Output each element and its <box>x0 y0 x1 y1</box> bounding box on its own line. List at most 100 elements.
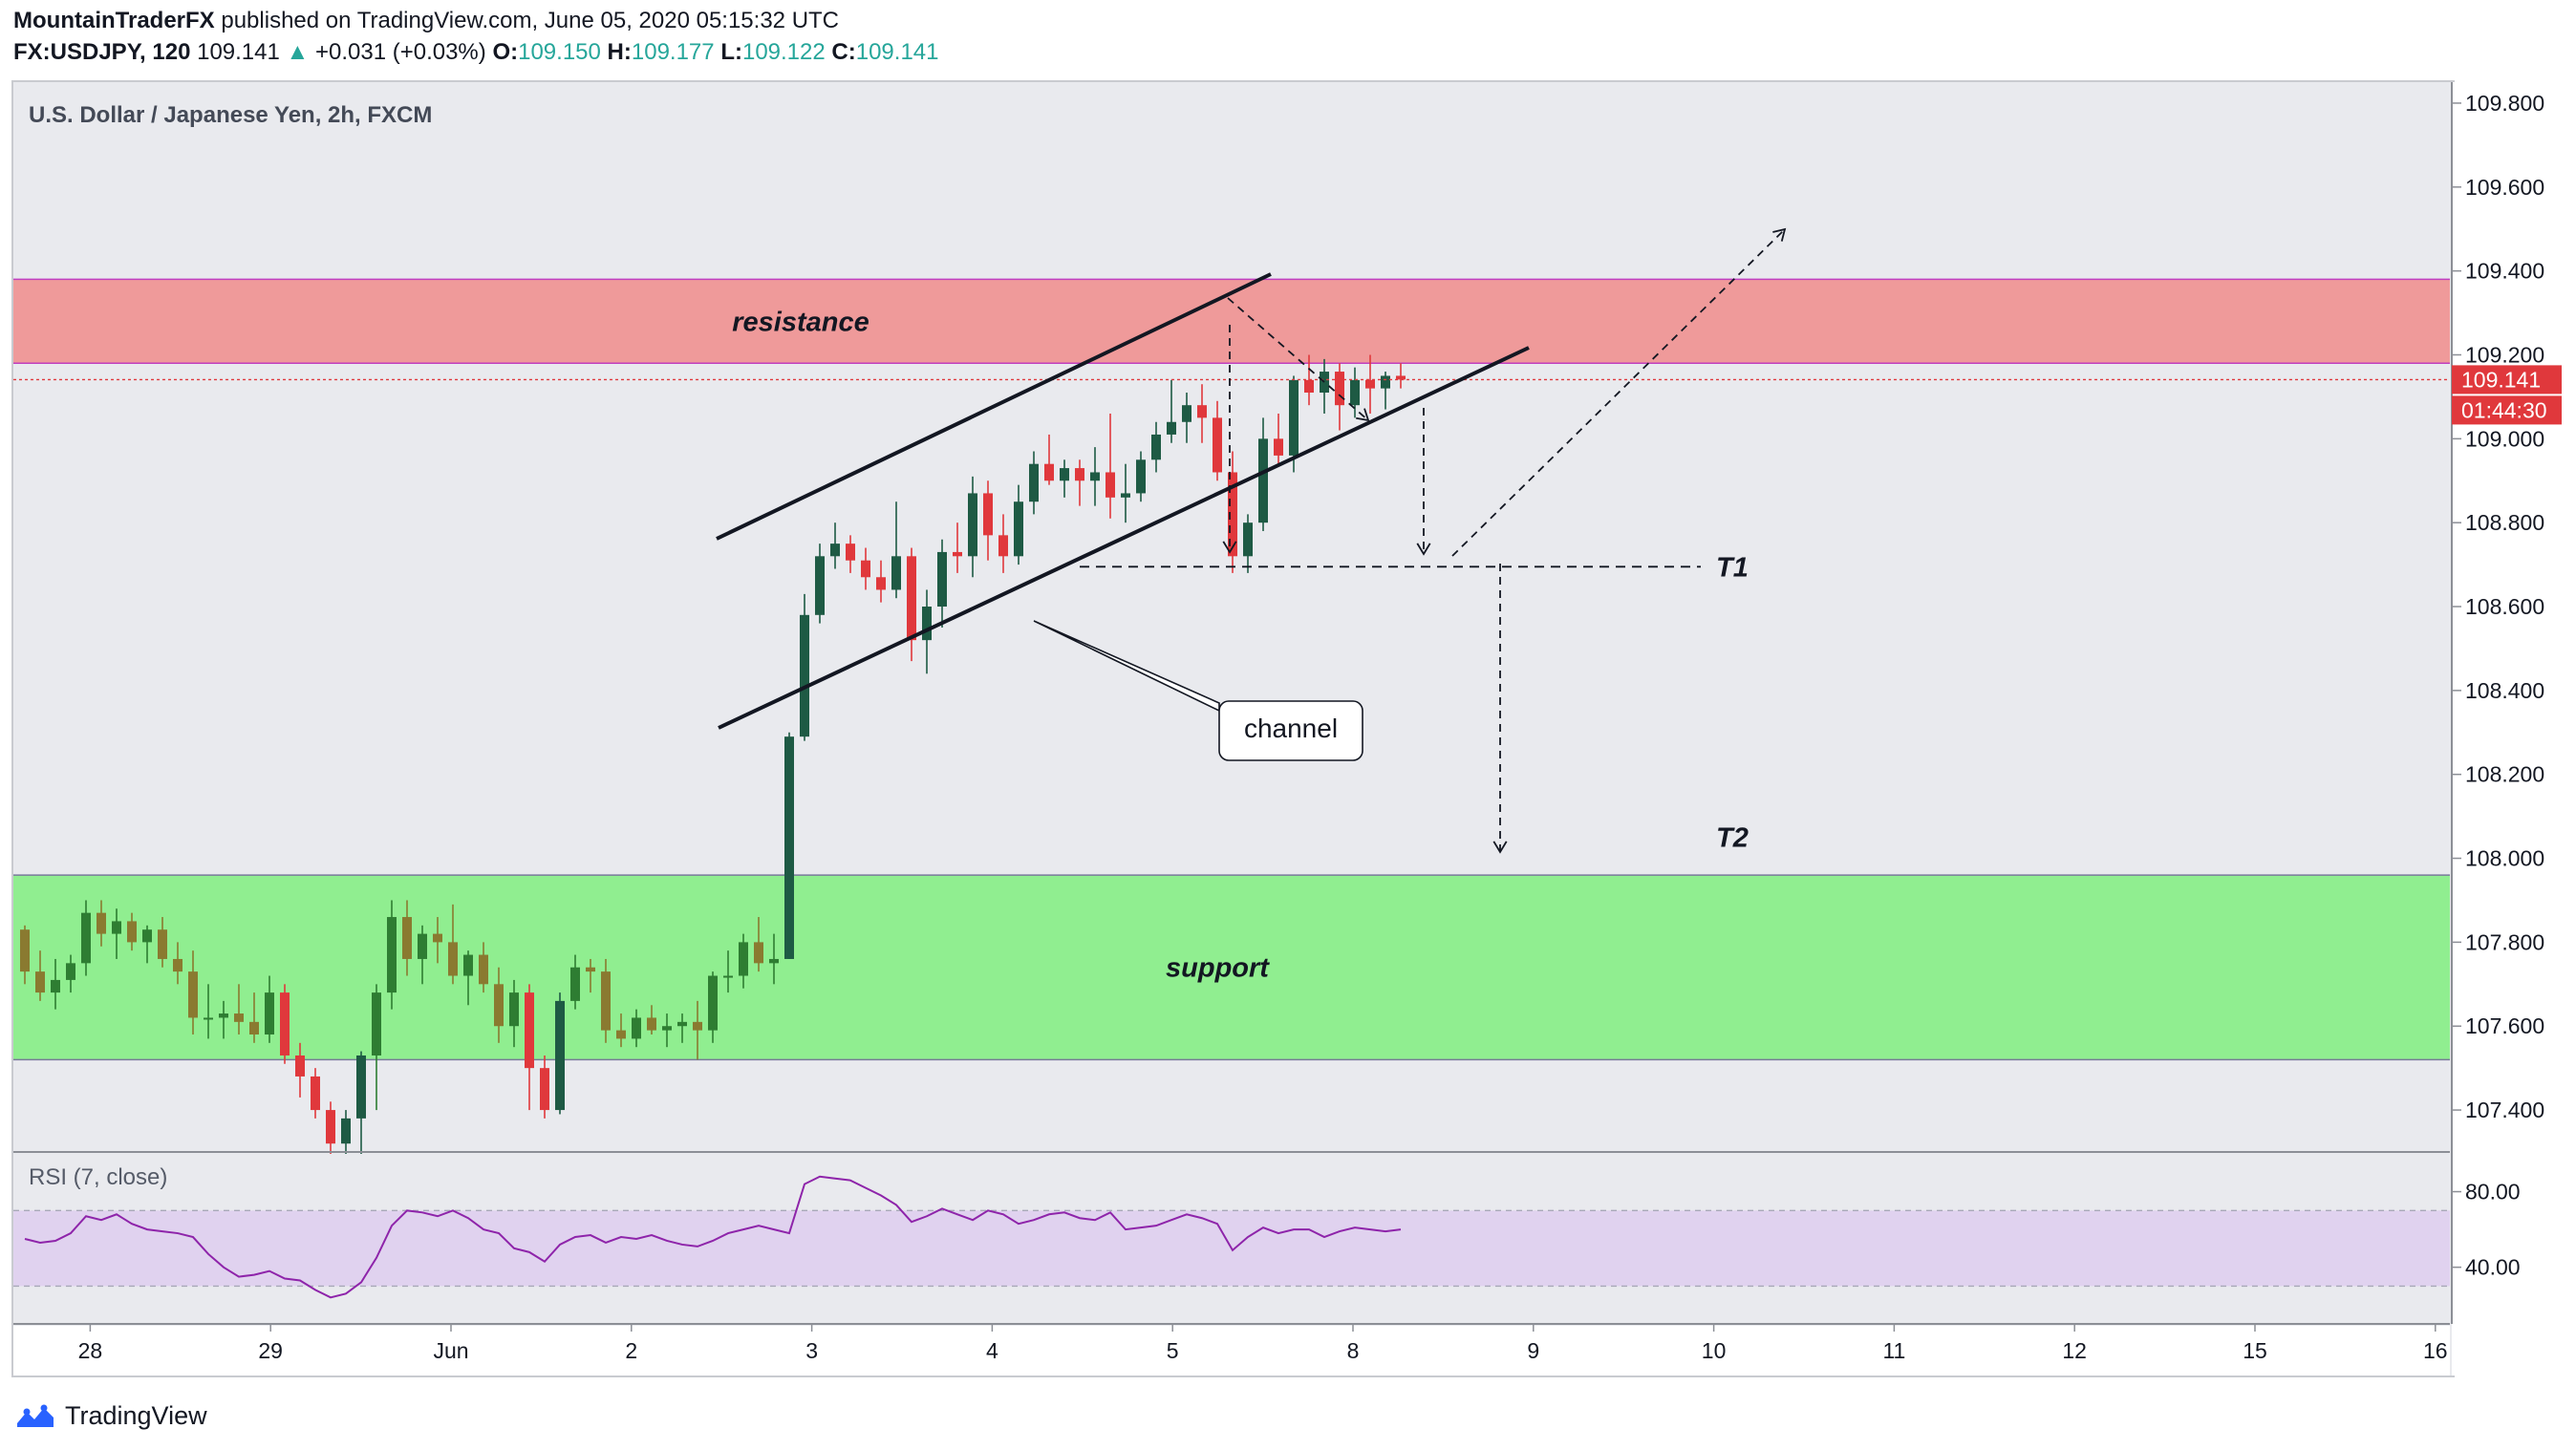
candle-body <box>922 607 932 641</box>
arrow-breakout-up <box>1451 228 1786 557</box>
candle-body <box>509 992 519 1027</box>
price-tick-label: 109.600 <box>2465 175 2544 200</box>
candle-body <box>1258 438 1268 523</box>
candle-body <box>1167 421 1176 435</box>
open-value: 109.150 <box>518 39 601 65</box>
candle-body <box>1182 405 1191 422</box>
high-value: 109.177 <box>631 39 715 65</box>
price-tick-label: 109.400 <box>2465 259 2544 284</box>
candle-body <box>998 535 1008 557</box>
candle-body <box>555 1000 565 1111</box>
publish-info: published on TradingView.com, June 05, 2… <box>221 8 840 33</box>
low-value: 109.122 <box>741 39 826 65</box>
candle-body <box>968 493 977 557</box>
candle-body <box>815 556 825 615</box>
arrow-to-lower-rail <box>1227 297 1369 421</box>
candle-body <box>479 954 488 985</box>
arrow-to-lower-rail-head <box>1356 408 1370 422</box>
tradingview-logo[interactable]: TradingView <box>15 1401 207 1431</box>
candle-body <box>540 1068 549 1111</box>
rsi-tick-label: 80.00 <box>2465 1180 2521 1205</box>
candle-body <box>861 560 870 578</box>
candle-body <box>1044 463 1054 481</box>
close-label: C: <box>831 39 856 65</box>
time-tick-label: 15 <box>2243 1338 2267 1363</box>
low-label: L: <box>720 39 742 65</box>
drawings: T1 T2 channel <box>716 227 1787 854</box>
time-tick-label: 3 <box>805 1338 818 1363</box>
candle-body <box>1197 405 1207 418</box>
support-label: support <box>1166 953 1270 984</box>
price-tick-label: 108.000 <box>2465 846 2544 871</box>
candle-body <box>20 929 30 972</box>
candle-body <box>632 1017 641 1039</box>
candle-body <box>448 942 458 976</box>
candle-body <box>112 921 121 934</box>
symbol-label: FX:USDJPY, 120 <box>13 39 191 65</box>
candle-body <box>433 933 442 943</box>
candle-body <box>1060 468 1069 481</box>
support-zone <box>13 875 2450 1060</box>
candle-body <box>1029 463 1039 502</box>
tradingview-logo-icon <box>17 1404 54 1427</box>
candle-body <box>1396 375 1406 380</box>
candle-body <box>846 544 855 561</box>
channel-callout-box <box>1218 700 1363 761</box>
candle-body <box>341 1118 351 1144</box>
t1-label: T1 <box>1716 552 1749 583</box>
candle-body <box>907 556 916 641</box>
candle-body <box>234 1013 244 1022</box>
ohlc-line: FX:USDJPY, 120 109.141 ▲ +0.031 (+0.03%)… <box>13 39 939 66</box>
arrow-breakout-up-head <box>1772 227 1787 242</box>
time-tick-label: 2 <box>625 1338 637 1363</box>
candle-body <box>1151 434 1161 460</box>
candle-body <box>769 958 779 964</box>
time-tick-label: 28 <box>78 1338 103 1363</box>
resistance-label: resistance <box>732 307 869 337</box>
candle-body <box>1243 522 1253 557</box>
candle-body <box>372 992 381 1056</box>
candle-body <box>616 1030 626 1039</box>
last-price-tag-label: 109.141 <box>2461 367 2541 392</box>
candle-body <box>754 942 763 964</box>
price-tick-label: 108.200 <box>2465 762 2544 787</box>
candle-body <box>494 984 504 1027</box>
price-tick-label: 109.000 <box>2465 426 2544 451</box>
price-tick-label: 108.600 <box>2465 594 2544 619</box>
candle-body <box>311 1076 320 1111</box>
price-tick-label: 108.800 <box>2465 510 2544 535</box>
candle-body <box>463 954 473 976</box>
price-tick-label: 107.800 <box>2465 929 2544 954</box>
candle-body <box>983 493 993 536</box>
candle-body <box>1014 501 1023 557</box>
rsi-label: RSI (7, close) <box>29 1164 167 1190</box>
candle-body <box>204 1017 213 1020</box>
time-tick-label: 12 <box>2062 1338 2087 1363</box>
candle-body <box>295 1055 305 1077</box>
time-tick-label: Jun <box>433 1338 468 1363</box>
candle-body <box>647 1017 656 1031</box>
candle-body <box>35 971 45 993</box>
candle-body <box>570 967 580 1001</box>
high-label: H: <box>607 39 632 65</box>
candle-body <box>1289 379 1299 456</box>
candle-body <box>173 958 182 972</box>
candle-body <box>356 1055 366 1119</box>
candle-body <box>1304 379 1314 394</box>
rsi-pane: RSI (7, close) <box>13 1154 2450 1324</box>
candle-body <box>265 992 274 1035</box>
candle-body <box>188 971 198 1018</box>
time-tick-label: 16 <box>2423 1338 2448 1363</box>
candle-body <box>1090 472 1100 481</box>
rsi-tick-label: 40.00 <box>2465 1255 2521 1280</box>
price-tick-label: 109.800 <box>2465 91 2544 116</box>
candle-body <box>81 912 91 964</box>
time-tick-label: 8 <box>1347 1338 1360 1363</box>
candle-body <box>1075 468 1084 481</box>
author-name[interactable]: MountainTraderFX <box>13 8 215 33</box>
candle-body <box>158 929 167 959</box>
open-label: O: <box>492 39 519 65</box>
candle-body <box>280 992 290 1056</box>
channel-upper-line <box>716 272 1272 541</box>
